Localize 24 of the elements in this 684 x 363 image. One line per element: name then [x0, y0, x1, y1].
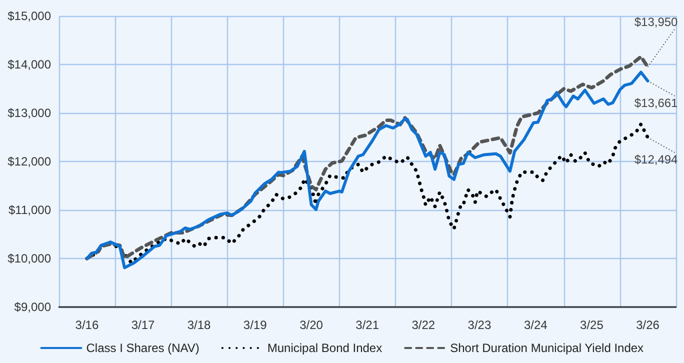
- y-tick-label: $9,000: [14, 300, 52, 314]
- legend-label: Class I Shares (NAV): [86, 341, 200, 355]
- y-tick-label: $14,000: [8, 58, 52, 72]
- annotation: $12,494: [634, 152, 678, 167]
- x-tick-label: 3/18: [187, 318, 212, 332]
- legend-label: Short Duration Municipal Yield Index: [450, 341, 644, 355]
- x-tick-label: 3/26: [636, 318, 660, 332]
- x-tick-label: 3/21: [356, 318, 380, 332]
- annotation: $13,950: [634, 14, 678, 29]
- x-tick-label: 3/22: [412, 318, 436, 332]
- x-tick-label: 3/16: [75, 318, 99, 332]
- y-tick-label: $11,000: [8, 203, 52, 217]
- x-tick-label: 3/17: [131, 318, 155, 332]
- y-tick-label: $12,000: [8, 154, 52, 168]
- x-tick-label: 3/20: [300, 318, 324, 332]
- x-tick-label: 3/25: [580, 318, 604, 332]
- x-tick-label: 3/23: [468, 318, 492, 332]
- y-tick-label: $10,000: [8, 252, 52, 266]
- y-tick-label: $15,000: [8, 9, 52, 23]
- annotation: $13,661: [634, 96, 678, 110]
- y-tick-label: $13,000: [8, 106, 52, 120]
- x-tick-label: 3/24: [524, 318, 548, 332]
- x-tick-label: 3/19: [243, 318, 268, 332]
- legend-label: Municipal Bond Index: [267, 341, 382, 355]
